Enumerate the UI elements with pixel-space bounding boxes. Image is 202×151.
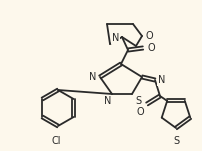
Text: N: N [89,72,96,82]
Text: S: S [173,136,179,146]
Text: O: O [146,31,154,41]
Text: N: N [158,75,165,85]
Text: S: S [135,96,141,106]
Text: N: N [104,96,111,106]
Text: N: N [112,33,119,43]
Text: O: O [136,107,144,117]
Text: O: O [147,43,155,53]
Text: Cl: Cl [51,136,61,146]
